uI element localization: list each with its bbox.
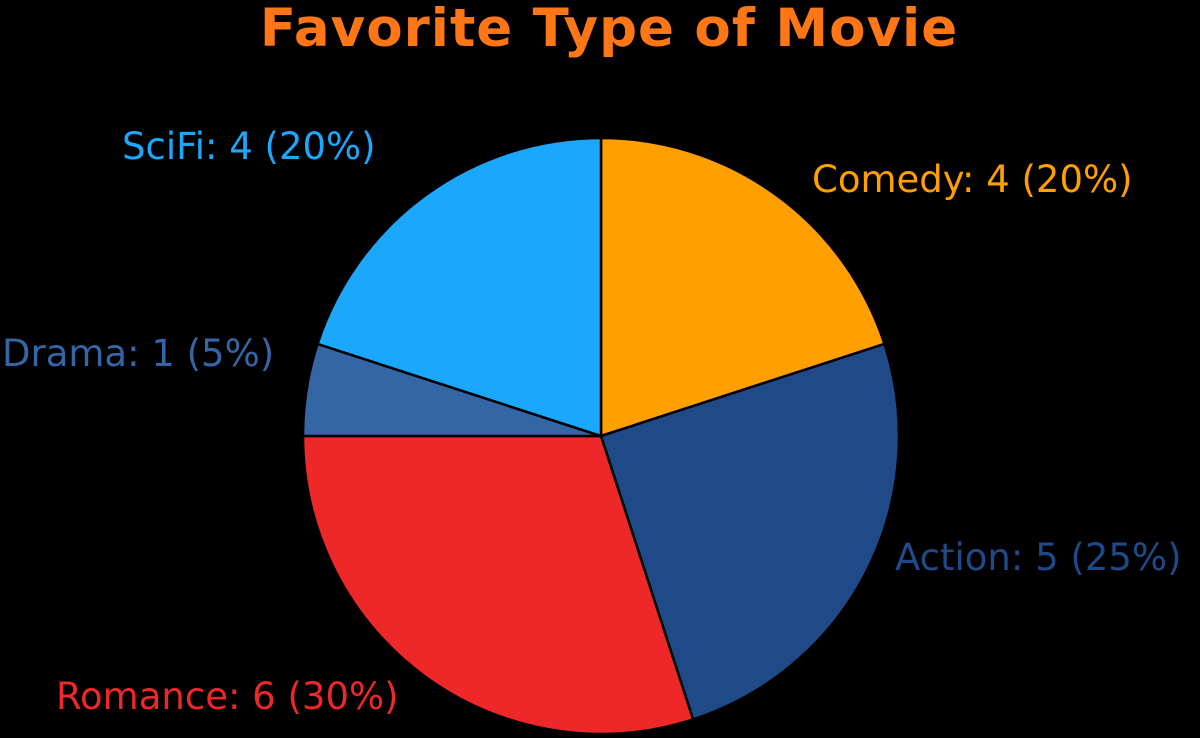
slice-label-romance: Romance: 6 (30%) bbox=[56, 675, 399, 718]
slice-label-action: Action: 5 (25%) bbox=[895, 536, 1182, 579]
chart-title: Favorite Type of Movie bbox=[259, 0, 959, 59]
pie-slice-comedy bbox=[599, 136, 886, 438]
pie-slice-romance bbox=[301, 434, 695, 736]
slice-label-scifi: SciFi: 4 (20%) bbox=[122, 125, 376, 168]
pie-slice-action bbox=[599, 342, 901, 721]
pie-slice-scifi bbox=[316, 136, 603, 438]
slice-label-comedy: Comedy: 4 (20%) bbox=[812, 158, 1133, 201]
slice-label-drama: Drama: 1 (5%) bbox=[2, 332, 275, 375]
pie-slices bbox=[301, 136, 901, 736]
